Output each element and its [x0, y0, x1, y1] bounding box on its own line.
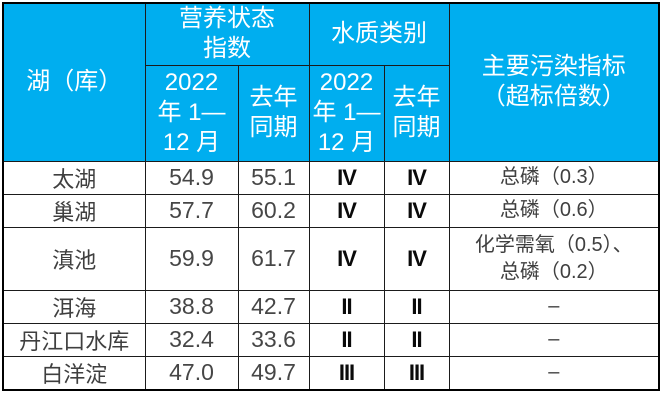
- quality-category-lastyear: II: [383, 322, 450, 357]
- lake-name: 滇池: [2, 226, 146, 291]
- table-row-erhai: 洱海 38.8 42.7 II II –: [2, 289, 660, 324]
- quality-category-2022: IV: [308, 226, 385, 291]
- lake-name: 白洋淀: [2, 355, 146, 390]
- table-row-baiyangdian: 白洋淀 47.0 49.7 III III –: [2, 355, 660, 390]
- header-cell-lake: 湖（库）: [2, 2, 146, 162]
- nutrition-index-lastyear: 55.1: [237, 160, 310, 195]
- main-pollutant: 总磷（0.3）: [448, 160, 660, 195]
- lake-name: 巢湖: [2, 193, 146, 228]
- main-pollutant: 化学需氧（0.5）、 总磷（0.2）: [448, 226, 660, 291]
- header-row-groups: 湖（库） 营养状态 指数 水质类别 主要污染指标 （超标倍数）: [2, 2, 660, 162]
- header-group-nutrition-index: 营养状态 指数: [144, 2, 310, 66]
- header-cell-nutrition-lastyear: 去年 同期: [237, 64, 310, 162]
- nutrition-index-lastyear: 49.7: [237, 355, 310, 390]
- quality-category-2022: II: [308, 322, 385, 357]
- table-row-dianchi: 滇池 59.9 61.7 IV IV 化学需氧（0.5）、 总磷（0.2）: [2, 226, 660, 291]
- quality-category-lastyear: II: [383, 289, 450, 324]
- nutrition-index-2022: 59.9: [144, 226, 239, 291]
- nutrition-index-lastyear: 61.7: [237, 226, 310, 291]
- header-cell-nutrition-2022: 2022 年 1— 12 月: [144, 64, 239, 162]
- header-cell-pollutants: 主要污染指标 （超标倍数）: [448, 2, 660, 162]
- water-quality-table: 湖（库） 营养状态 指数 水质类别 主要污染指标 （超标倍数） 2022 年 1…: [2, 2, 660, 391]
- nutrition-index-2022: 47.0: [144, 355, 239, 390]
- quality-category-lastyear: III: [383, 355, 450, 390]
- lake-name: 太湖: [2, 160, 146, 195]
- nutrition-index-2022: 32.4: [144, 322, 239, 357]
- quality-category-2022: IV: [308, 193, 385, 228]
- nutrition-index-2022: 54.9: [144, 160, 239, 195]
- table-row-taihu: 太湖 54.9 55.1 IV IV 总磷（0.3）: [2, 160, 660, 195]
- nutrition-index-lastyear: 42.7: [237, 289, 310, 324]
- lake-name: 洱海: [2, 289, 146, 324]
- main-pollutant: –: [448, 289, 660, 324]
- header-row-periods: 2022 年 1— 12 月 去年 同期 2022 年 1— 12 月 去年 同…: [3, 64, 659, 162]
- main-pollutant: –: [448, 355, 660, 390]
- header-cell-quality-lastyear: 去年 同期: [383, 64, 450, 162]
- quality-category-2022: II: [308, 289, 385, 324]
- quality-category-lastyear: IV: [383, 160, 450, 195]
- quality-category-2022: IV: [308, 160, 385, 195]
- nutrition-index-2022: 57.7: [144, 193, 239, 228]
- table-row-danjiangkou: 丹江口水库 32.4 33.6 II II –: [2, 322, 660, 357]
- header-group-water-quality: 水质类别: [308, 2, 450, 66]
- quality-category-lastyear: IV: [383, 193, 450, 228]
- lake-name: 丹江口水库: [2, 322, 146, 357]
- main-pollutant: –: [448, 322, 660, 357]
- main-pollutant: 总磷（0.6）: [448, 193, 660, 228]
- quality-category-2022: III: [308, 355, 385, 390]
- nutrition-index-lastyear: 33.6: [237, 322, 310, 357]
- header-cell-quality-2022: 2022 年 1— 12 月: [308, 64, 385, 162]
- quality-category-lastyear: IV: [383, 226, 450, 291]
- table-row-chaohu: 巢湖 57.7 60.2 IV IV 总磷（0.6）: [2, 193, 660, 228]
- nutrition-index-2022: 38.8: [144, 289, 239, 324]
- nutrition-index-lastyear: 60.2: [237, 193, 310, 228]
